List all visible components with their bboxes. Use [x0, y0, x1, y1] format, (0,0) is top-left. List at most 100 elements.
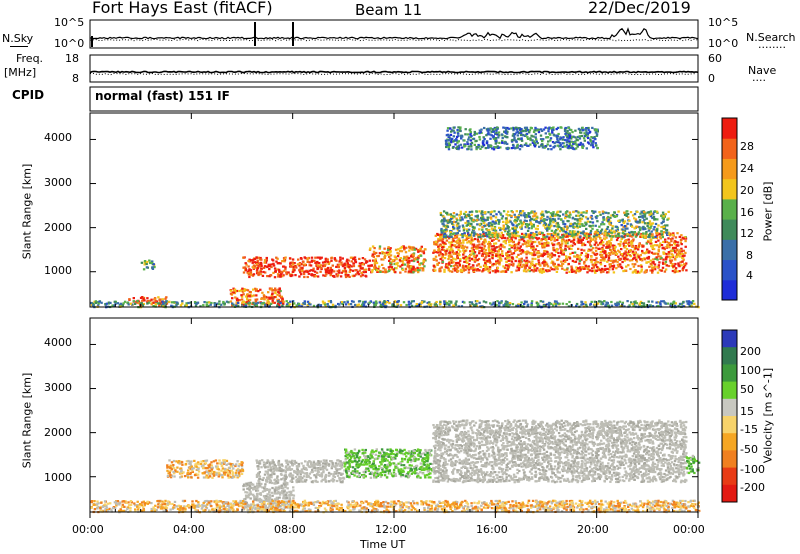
- power-echo-cell: [578, 219, 582, 222]
- power-echo-cell: [448, 246, 451, 249]
- power-echo-cell: [596, 302, 600, 305]
- power-echo-cell: [503, 142, 506, 145]
- power-echo-cell: [498, 256, 502, 259]
- power-echo-cell: [440, 253, 443, 256]
- power-echo-cell: [378, 245, 382, 248]
- power-echo-cell: [610, 249, 613, 252]
- velocity-echo-cell: [273, 499, 276, 502]
- power-echo-cell: [449, 255, 453, 258]
- power-echo-cell: [651, 269, 654, 272]
- power-echo-cell: [542, 261, 545, 264]
- power-echo-cell: [569, 134, 572, 137]
- power-echo-cell: [442, 305, 445, 309]
- power-echo-cell: [653, 252, 656, 255]
- power-echo-cell: [508, 259, 511, 262]
- power-echo-cell: [319, 270, 322, 273]
- power-echo-cell: [442, 241, 445, 245]
- power-echo-cell: [677, 252, 680, 255]
- power-echo-cell: [443, 233, 447, 236]
- power-echo-cell: [571, 234, 575, 237]
- power-echo-cell: [517, 241, 521, 244]
- power-echo-cell: [579, 143, 582, 146]
- velocity-echo-cell: [278, 492, 281, 495]
- power-echo-cell: [571, 216, 575, 219]
- power-echo-cell: [573, 226, 577, 229]
- power-echo-cell: [613, 247, 616, 250]
- power-echo-cell: [263, 295, 267, 298]
- power-echo-cell: [451, 237, 455, 240]
- velocity-echo-cell: [282, 492, 285, 495]
- power-echo-cell: [154, 302, 158, 305]
- power-echo-cell: [612, 247, 615, 250]
- power-echo-cell: [649, 238, 653, 241]
- velocity-echo-cell: [245, 502, 248, 505]
- velocity-ylabel: Slant Range [km]: [20, 372, 34, 469]
- power-echo-cell: [534, 227, 538, 230]
- power-echo-cell: [589, 225, 592, 228]
- velocity-echo-cell: [284, 496, 288, 499]
- power-echo-cell: [272, 264, 276, 267]
- power-echo-cell: [546, 215, 549, 218]
- power-echo-cell: [449, 265, 453, 268]
- power-echo-cell: [406, 265, 409, 268]
- power-echo-cell: [663, 240, 666, 244]
- velocity-echo-cell: [247, 493, 251, 497]
- power-echo-cell: [614, 253, 618, 256]
- power-echo-cell: [491, 224, 494, 227]
- power-echo-cell: [588, 269, 591, 272]
- power-echo-cell: [602, 257, 605, 260]
- power-echo-cell: [241, 302, 244, 305]
- power-echo-cell: [543, 263, 546, 266]
- power-echo-cell: [500, 301, 503, 304]
- power-echo-cell: [454, 240, 457, 243]
- power-echo-cell: [460, 246, 464, 249]
- power-echo-cell: [603, 259, 606, 262]
- power-echo-cell: [559, 144, 562, 147]
- power-echo-cell: [551, 127, 554, 130]
- power-echo-cell: [438, 254, 441, 257]
- power-echo-cell: [481, 220, 485, 223]
- power-echo-cell: [131, 303, 134, 306]
- power-echo-cell: [547, 210, 550, 214]
- power-echo-cell: [399, 271, 402, 274]
- power-echo-cell: [590, 259, 593, 262]
- power-echo-cell: [473, 227, 476, 230]
- power-echo-cell: [623, 235, 626, 238]
- power-echo-cell: [594, 263, 598, 266]
- power-echo-cell: [553, 249, 556, 252]
- power-echo-cell: [455, 147, 459, 150]
- power-echo-cell: [549, 233, 553, 236]
- power-echo-cell: [673, 302, 677, 305]
- power-echo-cell: [544, 269, 548, 272]
- power-echo-cell: [441, 260, 445, 263]
- power-echo-cell: [410, 253, 413, 256]
- power-echo-cell: [564, 248, 567, 252]
- power-echo-cell: [535, 217, 538, 220]
- power-echo-cell: [603, 268, 607, 271]
- power-echo-cell: [370, 271, 373, 274]
- power-echo-cell: [440, 220, 443, 223]
- power-echo-cell: [299, 266, 302, 269]
- power-echo-cell: [642, 234, 645, 237]
- power-echo-cell: [669, 304, 672, 307]
- velocity-echo-cell: [265, 488, 269, 491]
- power-echo-cell: [592, 252, 596, 255]
- velocity-echo-cell: [249, 504, 253, 507]
- power-echo-cell: [449, 127, 452, 130]
- power-echo-cell: [466, 133, 470, 136]
- power-echo-cell: [587, 233, 591, 236]
- power-echo-cell: [634, 269, 637, 272]
- power-echo-cell: [245, 263, 248, 266]
- power-echo-cell: [152, 301, 155, 304]
- power-echo-cell: [531, 242, 534, 245]
- power-echo-cell: [563, 223, 567, 226]
- power-echo-cell: [577, 232, 580, 235]
- power-echo-cell: [343, 301, 346, 304]
- power-echo-cell: [514, 230, 518, 233]
- power-echo-cell: [512, 240, 515, 243]
- power-echo-cell: [649, 235, 653, 238]
- power-echo-cell: [467, 264, 470, 268]
- power-echo-cell: [599, 263, 603, 266]
- power-echo-cell: [152, 263, 155, 266]
- power-echo-cell: [509, 250, 512, 253]
